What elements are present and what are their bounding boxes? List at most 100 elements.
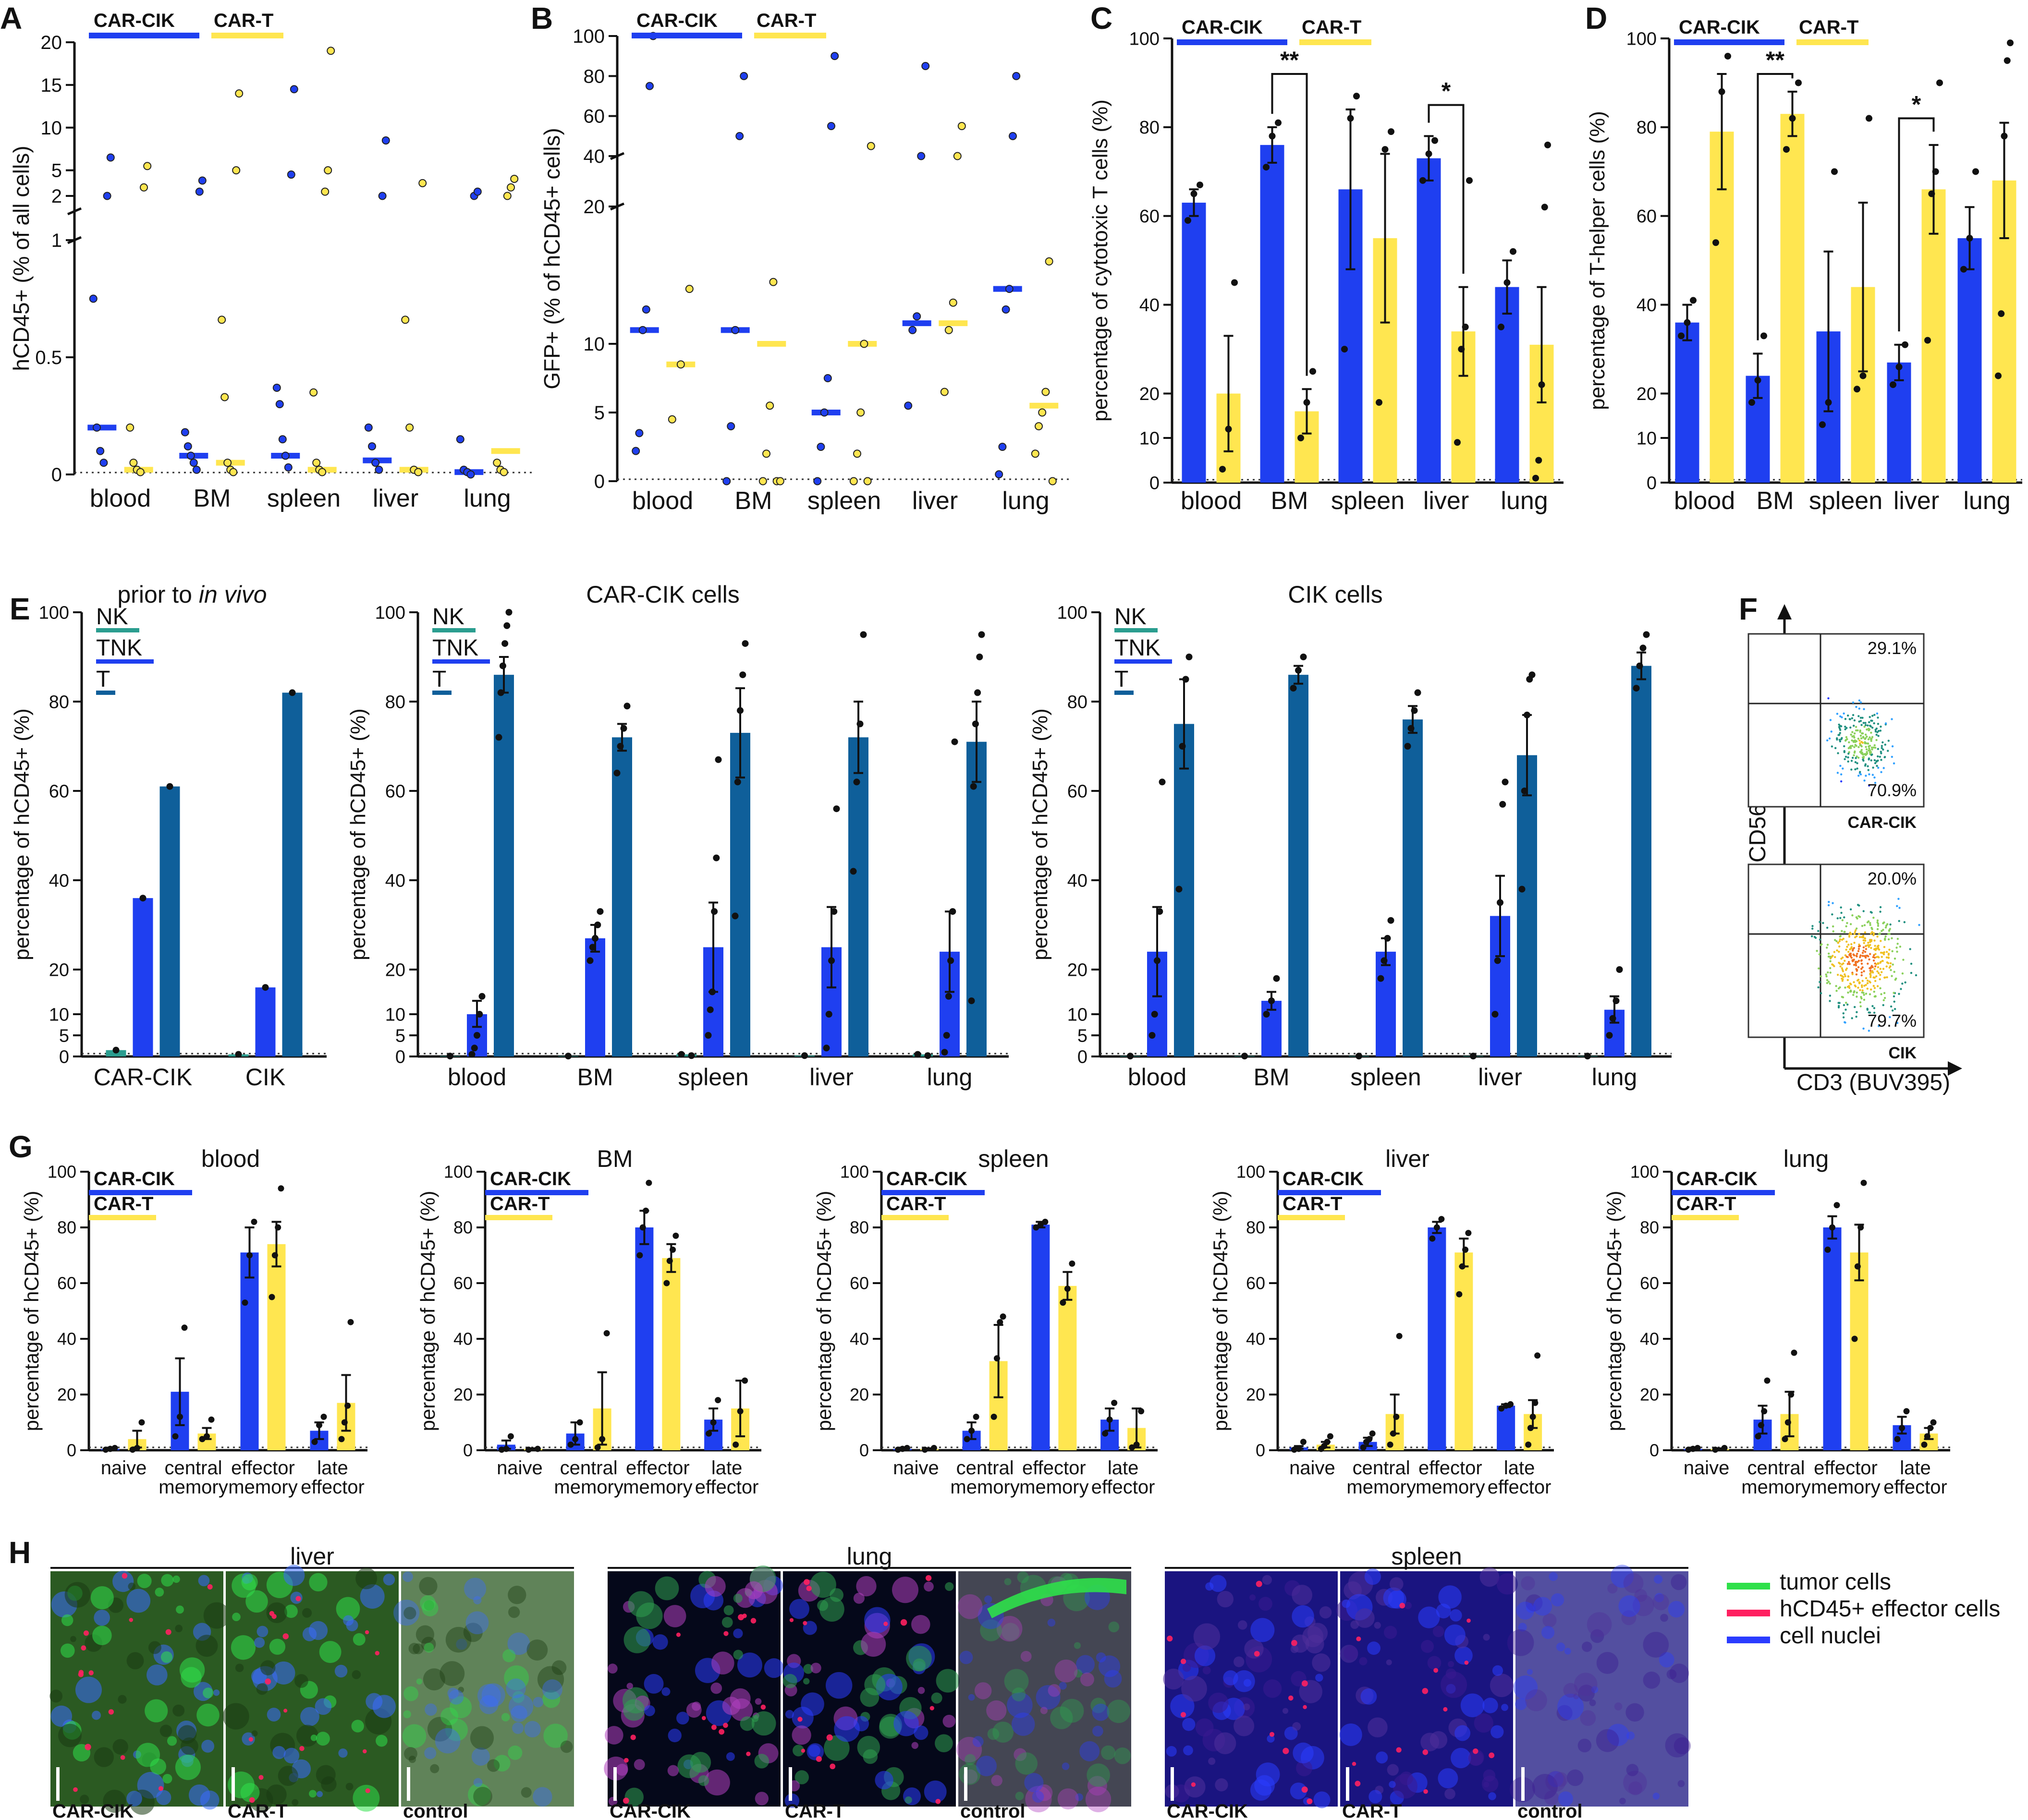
effector-cell <box>929 1706 934 1711</box>
tissue-blob <box>477 1684 501 1708</box>
y-tick-label: 10 <box>41 118 62 139</box>
tissue-blob <box>213 1689 220 1696</box>
event-dot <box>1838 945 1841 948</box>
event-dot <box>1845 727 1848 729</box>
x-tick-label: late <box>711 1457 743 1479</box>
legend-swatch <box>1177 39 1287 45</box>
data-point <box>139 895 147 902</box>
event-dot <box>1866 979 1869 982</box>
event-dot <box>1884 926 1887 929</box>
effector-cell <box>723 1631 729 1636</box>
tissue-blob <box>754 1754 769 1769</box>
event-dot <box>1876 731 1879 733</box>
tissue-blob <box>605 1726 623 1745</box>
data-point <box>414 468 423 476</box>
event-dot <box>1896 943 1899 945</box>
data-point <box>468 1051 476 1058</box>
data-point <box>1309 368 1316 375</box>
tissue-blob <box>986 1700 1007 1721</box>
data-point <box>823 374 832 382</box>
event-dot <box>1868 729 1870 732</box>
tissue-blob <box>456 1638 467 1650</box>
axis-arrow <box>1777 604 1792 619</box>
event-dot <box>1881 959 1884 962</box>
data-point <box>1718 88 1725 95</box>
data-point <box>951 738 958 745</box>
effector-cell <box>283 1709 288 1713</box>
legend-label: CAR-CIK <box>636 10 718 31</box>
x-tick-label: effector <box>301 1477 365 1498</box>
y-tick-label: 100 <box>375 603 405 623</box>
event-dot <box>1856 991 1858 994</box>
data-point <box>503 622 511 629</box>
event-dot <box>1893 992 1895 994</box>
x-tick-label: central <box>164 1457 222 1479</box>
event-dot <box>1859 954 1862 957</box>
tissue-blob <box>1208 1692 1229 1713</box>
tissue-blob <box>825 1672 853 1699</box>
event-dot <box>1869 993 1871 995</box>
effector-cell <box>711 1724 717 1730</box>
data-point <box>1002 305 1010 314</box>
y-tick-label: 40 <box>1139 295 1160 315</box>
data-point <box>181 428 189 437</box>
effector-cell <box>1180 1712 1186 1718</box>
effector-cell <box>1466 1618 1471 1623</box>
tissue-blob <box>892 1577 919 1603</box>
data-point <box>831 908 838 915</box>
data-point <box>853 449 861 458</box>
y-tick-label: 80 <box>1246 1218 1265 1238</box>
data-point <box>820 408 829 417</box>
data-point <box>1369 1430 1376 1437</box>
data-point <box>1795 79 1802 86</box>
legend-label: CAR-CIK <box>490 1168 571 1189</box>
y-tick-label: 80 <box>1640 1218 1659 1238</box>
event-dot <box>1857 986 1859 989</box>
legend-swatch <box>881 1215 949 1220</box>
tissue-blob <box>1513 1675 1538 1700</box>
event-dot <box>1873 995 1876 998</box>
effector-cell <box>83 1630 89 1636</box>
data-point <box>850 868 857 875</box>
data-point <box>643 1207 649 1214</box>
legend-swatch <box>89 1190 192 1195</box>
y-tick-label: 40 <box>1637 295 1657 315</box>
event-dot <box>1817 930 1820 932</box>
data-point <box>1263 1011 1270 1018</box>
x-tick-label: blood <box>1181 487 1242 515</box>
data-point <box>311 1439 318 1445</box>
tissue-blob <box>542 1679 562 1700</box>
tissue-blob <box>1050 1706 1073 1729</box>
tissue-blob <box>148 1641 161 1654</box>
data-point <box>1190 190 1197 197</box>
tissue-blob <box>70 1636 76 1642</box>
data-point <box>586 957 594 964</box>
event-dot <box>1888 948 1891 951</box>
event-dot <box>1829 983 1831 985</box>
y-tick-label: 80 <box>1139 118 1160 138</box>
tissue-blob <box>427 1717 452 1742</box>
data-point <box>646 1179 652 1186</box>
event-dot <box>1867 765 1869 767</box>
tissue-blob <box>1098 1655 1121 1677</box>
legend-swatch <box>1727 1637 1770 1643</box>
tissue-blob <box>424 1600 435 1611</box>
panel-title: prior to in vivo <box>117 581 267 608</box>
bar <box>133 898 153 1056</box>
bar <box>1031 1225 1050 1450</box>
event-dot <box>1846 714 1849 717</box>
tissue-blob <box>1418 1606 1440 1628</box>
event-dot <box>1874 965 1877 968</box>
tissue-blob <box>755 1698 762 1705</box>
tissue-blob <box>1244 1639 1264 1659</box>
x-tick-label: liver <box>1478 1064 1522 1091</box>
x-tick-label: effector <box>1883 1477 1947 1498</box>
data-point <box>1005 285 1014 293</box>
tissue-blob <box>1521 1576 1535 1590</box>
tissue-blob <box>403 1686 418 1701</box>
data-point <box>990 1413 997 1420</box>
tissue-blob <box>245 1590 268 1613</box>
tissue-blob <box>201 1739 215 1753</box>
data-point <box>737 707 744 714</box>
